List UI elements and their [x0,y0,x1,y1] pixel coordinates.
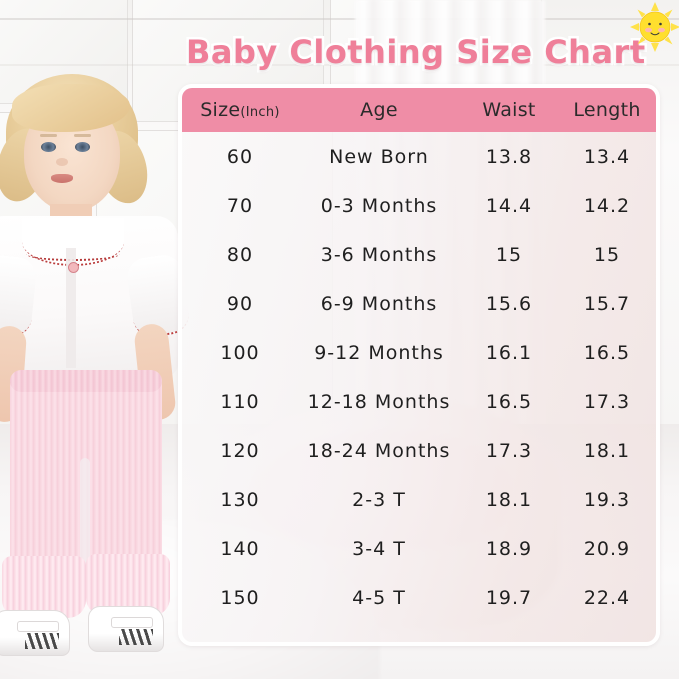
white-sneaker [0,610,70,656]
cell-waist: 18.1 [485,488,533,511]
eyebrow [74,134,91,137]
leggings-ruffle [2,556,86,618]
cell-size: 70 [226,194,254,217]
sneaker-stripes [25,633,59,649]
mouth [51,174,73,183]
leggings-ruffle [86,554,170,616]
cell-waist: 16.5 [485,390,533,413]
sneaker-strap [17,621,59,632]
nose [56,158,68,166]
cell-length: 17.3 [583,390,631,413]
cell-length: 19.3 [583,488,631,511]
eye [41,142,56,152]
table-header-row: Size(Inch) Age Waist Length [182,88,656,132]
cell-age: 0-3 Months [320,194,438,217]
table-body: 60 New Born 13.8 13.4 70 0-3 Months 14.4 14.2 80… [182,132,656,622]
cell-size: 120 [220,439,260,462]
cell-age: 6-9 Months [320,292,438,315]
cell-age: 3-6 Months [320,243,438,266]
blouse-button [68,262,79,273]
cell-age: New Born [329,145,429,168]
table-row: 80 3-6 Months 15 15 [182,230,656,279]
cell-age: 3-4 T [352,537,406,560]
column-header-size-label: Size [200,99,241,121]
column-header-size-unit: (Inch) [240,105,280,120]
cell-age: 4-5 T [352,586,406,609]
cell-waist: 14.4 [485,194,533,217]
cell-length: 22.4 [583,586,631,609]
leg-separation [80,458,90,578]
table-row: 70 0-3 Months 14.4 14.2 [182,181,656,230]
table-row: 120 18-24 Months 17.3 18.1 [182,426,656,475]
cell-waist: 19.7 [485,586,533,609]
table-row: 100 9-12 Months 16.1 16.5 [182,328,656,377]
column-header-waist: Waist [482,99,536,121]
cell-length: 15 [593,243,621,266]
cell-waist: 15.6 [485,292,533,315]
cell-size: 90 [226,292,254,315]
cell-length: 15.7 [583,292,631,315]
cell-size: 150 [220,586,260,609]
page-title: Baby Clothing Size Chart [184,31,648,74]
cell-length: 16.5 [583,341,631,364]
cell-age: 18-24 Months [307,439,451,462]
cell-length: 18.1 [583,439,631,462]
cell-length: 14.2 [583,194,631,217]
sun-icon [630,2,679,52]
wall-seam-line [0,18,679,20]
size-table-panel: Size(Inch) Age Waist Length 60 New Born 13… [178,84,660,646]
eyebrow [40,134,57,137]
cell-size: 140 [220,537,260,560]
cell-waist: 16.1 [485,341,533,364]
wall-seam-line [0,64,679,66]
table-row: 90 6-9 Months 15.6 15.7 [182,279,656,328]
cell-waist: 15 [495,243,523,266]
white-sneaker [88,606,164,652]
cell-length: 13.4 [583,145,631,168]
blouse-placket [66,248,76,368]
baby-model [0,58,208,668]
cell-age: 12-18 Months [307,390,451,413]
cell-size: 130 [220,488,260,511]
sneaker-strap [111,617,153,628]
cell-waist: 17.3 [485,439,533,462]
column-header-length: Length [573,99,641,121]
hair-fringe [12,84,130,132]
cell-waist: 13.8 [485,145,533,168]
column-header-age: Age [360,99,398,121]
cell-size: 80 [226,243,254,266]
table-row: 110 12-18 Months 16.5 17.3 [182,377,656,426]
cell-size: 110 [220,390,260,413]
cell-waist: 18.9 [485,537,533,560]
sneaker-stripes [119,629,153,645]
cell-age: 2-3 T [352,488,406,511]
eye [75,142,90,152]
table-row: 140 3-4 T 18.9 20.9 [182,524,656,573]
cell-age: 9-12 Months [314,341,444,364]
cell-size: 60 [226,145,254,168]
table-row: 60 New Born 13.8 13.4 [182,132,656,181]
leggings-waistband [10,370,162,392]
table-row: 130 2-3 T 18.1 19.3 [182,475,656,524]
table-row: 150 4-5 T 19.7 22.4 [182,573,656,622]
cell-size: 100 [220,341,260,364]
cell-length: 20.9 [583,537,631,560]
column-header-size: Size(Inch) [182,99,298,121]
